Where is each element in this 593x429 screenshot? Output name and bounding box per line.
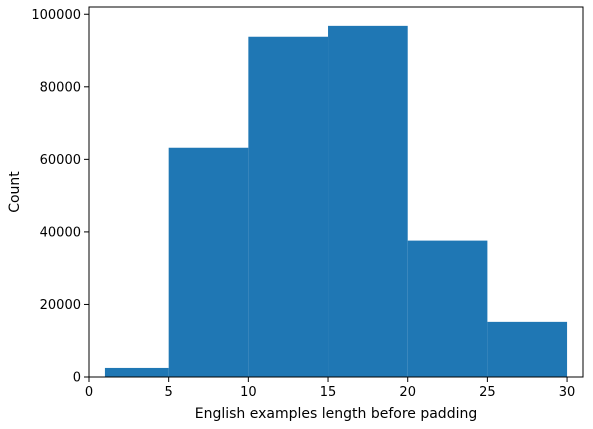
y-axis-ticks: 0 20000 40000 60000 80000 100000 [31,8,89,386]
x-tick-label: 20 [399,385,416,400]
histogram-bar-2 [248,36,329,378]
x-axis-label: English examples length before padding [195,406,477,422]
x-tick-label: 0 [85,385,93,400]
y-tick-label: 60000 [40,153,81,168]
x-tick-label: 10 [240,385,257,400]
histogram-bar-0 [104,367,169,377]
histogram-bar-3 [328,25,408,378]
histogram-bar-1 [168,147,249,377]
x-axis-ticks: 0 5 10 15 20 25 30 [85,377,575,400]
y-tick-label: 20000 [40,298,81,313]
y-tick-label: 80000 [40,80,81,95]
y-tick-label: 100000 [31,8,81,23]
histogram-bar-5 [487,321,568,377]
x-tick-label: 25 [479,385,496,400]
y-tick-label: 0 [73,371,81,386]
x-tick-label: 30 [559,385,576,400]
histogram-bar-4 [407,240,488,377]
x-tick-label: 5 [165,385,173,400]
x-tick-label: 15 [320,385,337,400]
y-tick-label: 40000 [40,225,81,240]
bars-group [104,25,568,378]
plot-frame [88,6,584,378]
y-axis-label: Count [7,171,23,213]
